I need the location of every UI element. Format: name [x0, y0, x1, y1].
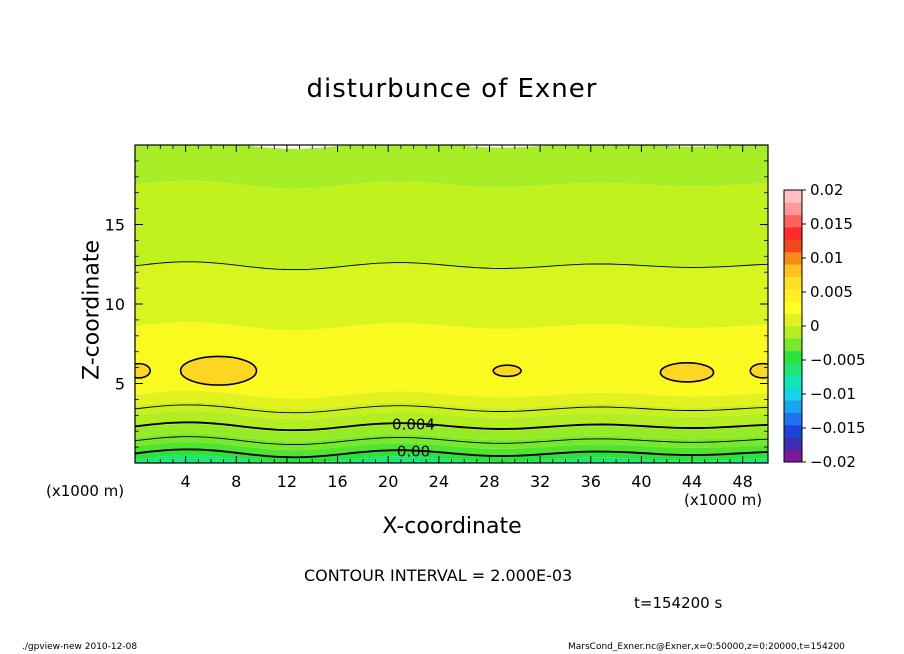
colorbar-swatch [784, 326, 802, 339]
colorbar-tick-label: 0.01 [810, 249, 843, 267]
high-value-region [179, 355, 258, 386]
shaded-band [135, 322, 768, 399]
shaded-bands [135, 145, 768, 463]
colorbar-swatch [784, 400, 802, 413]
high-value-region [749, 362, 768, 379]
colorbar-tick-label: −0.005 [810, 351, 866, 369]
high-value-region [135, 362, 151, 379]
shaded-band [135, 390, 768, 410]
x-tick-label: 16 [327, 472, 347, 491]
high-value-region [659, 362, 715, 383]
colorbar-swatch [784, 227, 802, 240]
contour-lines [135, 261, 768, 459]
colorbar-swatch [784, 375, 802, 389]
footer-right: MarsCond_Exner.nc@Exner,x=0:50000,z=0:20… [568, 642, 845, 652]
x-tick-label: 40 [631, 472, 651, 491]
colorbar-swatch [784, 214, 802, 228]
x-tick-label: 20 [378, 472, 398, 491]
contour-labels: 0.004 0.00 [392, 415, 435, 461]
colorbar-swatch [784, 350, 802, 364]
y-axis-label: Z-coordinate [79, 240, 105, 380]
colorbar-swatch [784, 276, 802, 290]
colorbar-swatch [784, 288, 802, 302]
shaded-band [135, 401, 768, 420]
x-axis-label: X-coordinate [382, 514, 522, 539]
colorbar-tick-label: 0.015 [810, 215, 853, 233]
time-label: t=154200 s [634, 594, 723, 612]
shaded-band [135, 442, 768, 459]
x-tick-label: 28 [479, 472, 499, 491]
colorbar-tick-label: 0.005 [810, 283, 853, 301]
colorbar-swatch [784, 239, 802, 253]
contour-label: 0.004 [392, 415, 435, 433]
shaded-band [135, 423, 768, 442]
colorbar-swatch [784, 264, 802, 277]
shaded-band [135, 145, 768, 189]
colorbar-swatch [784, 449, 802, 463]
colorbar-swatch [784, 338, 802, 352]
footer-left: ./gpview-new 2010-12-08 [22, 642, 138, 652]
contour-line [135, 421, 768, 432]
contour-label: 0.00 [397, 443, 430, 461]
x-unit-label-left: (x1000 m) [46, 482, 125, 500]
colorbar-swatch [784, 301, 802, 315]
x-tick-label: 4 [181, 472, 191, 491]
x-tick-label: 8 [231, 472, 241, 491]
y-tick-label: 10 [105, 295, 125, 314]
x-tick-label: 12 [277, 472, 297, 491]
plot-frame [134, 144, 769, 464]
colorbar-swatch [784, 437, 802, 451]
colorbar-tick-label: −0.02 [810, 453, 856, 471]
shaded-band [135, 180, 768, 272]
colorbar-swatch [784, 251, 802, 265]
x-tick-label: 24 [429, 472, 449, 491]
colorbar-swatch [784, 363, 802, 376]
x-tick-label: 44 [682, 472, 702, 491]
shaded-band [135, 433, 768, 451]
shaded-band [135, 411, 768, 432]
contour-line [135, 261, 768, 271]
shaded-band [135, 455, 768, 463]
contour-line [135, 448, 768, 459]
high-value-regions [135, 355, 768, 386]
colorbar-swatch [784, 387, 802, 401]
colorbar-tick-label: 0.02 [810, 181, 843, 199]
high-value-region [492, 364, 522, 378]
shaded-band [135, 450, 768, 463]
x-tick-label: 48 [733, 472, 753, 491]
colorbar-tick-label: −0.015 [810, 419, 866, 437]
colorbar-tick-label: 0 [810, 317, 820, 335]
colorbar-swatch [784, 202, 802, 216]
colorbar-swatch [784, 424, 802, 438]
contour-line [135, 404, 768, 414]
colorbar-swatch [784, 190, 802, 203]
chart-title: disturbunce of Exner [306, 74, 598, 104]
y-tick-label: 5 [115, 375, 125, 394]
colorbar-tick-label: −0.01 [810, 385, 856, 403]
contour-line [135, 436, 768, 445]
contour-interval-text: CONTOUR INTERVAL = 2.000E-03 [304, 566, 573, 585]
x-unit-label-right: (x1000 m) [684, 491, 763, 509]
x-tick-label: 32 [530, 472, 550, 491]
x-tick-label: 36 [581, 472, 601, 491]
colorbar-swatch [784, 313, 802, 327]
colorbar: 0.02 0.015 0.01 0.005 0 −0.005 −0.01 −0.015 −0.0… [783, 181, 866, 471]
shaded-band [135, 263, 768, 331]
y-tick-label: 15 [105, 216, 125, 235]
colorbar-swatch [784, 412, 802, 426]
